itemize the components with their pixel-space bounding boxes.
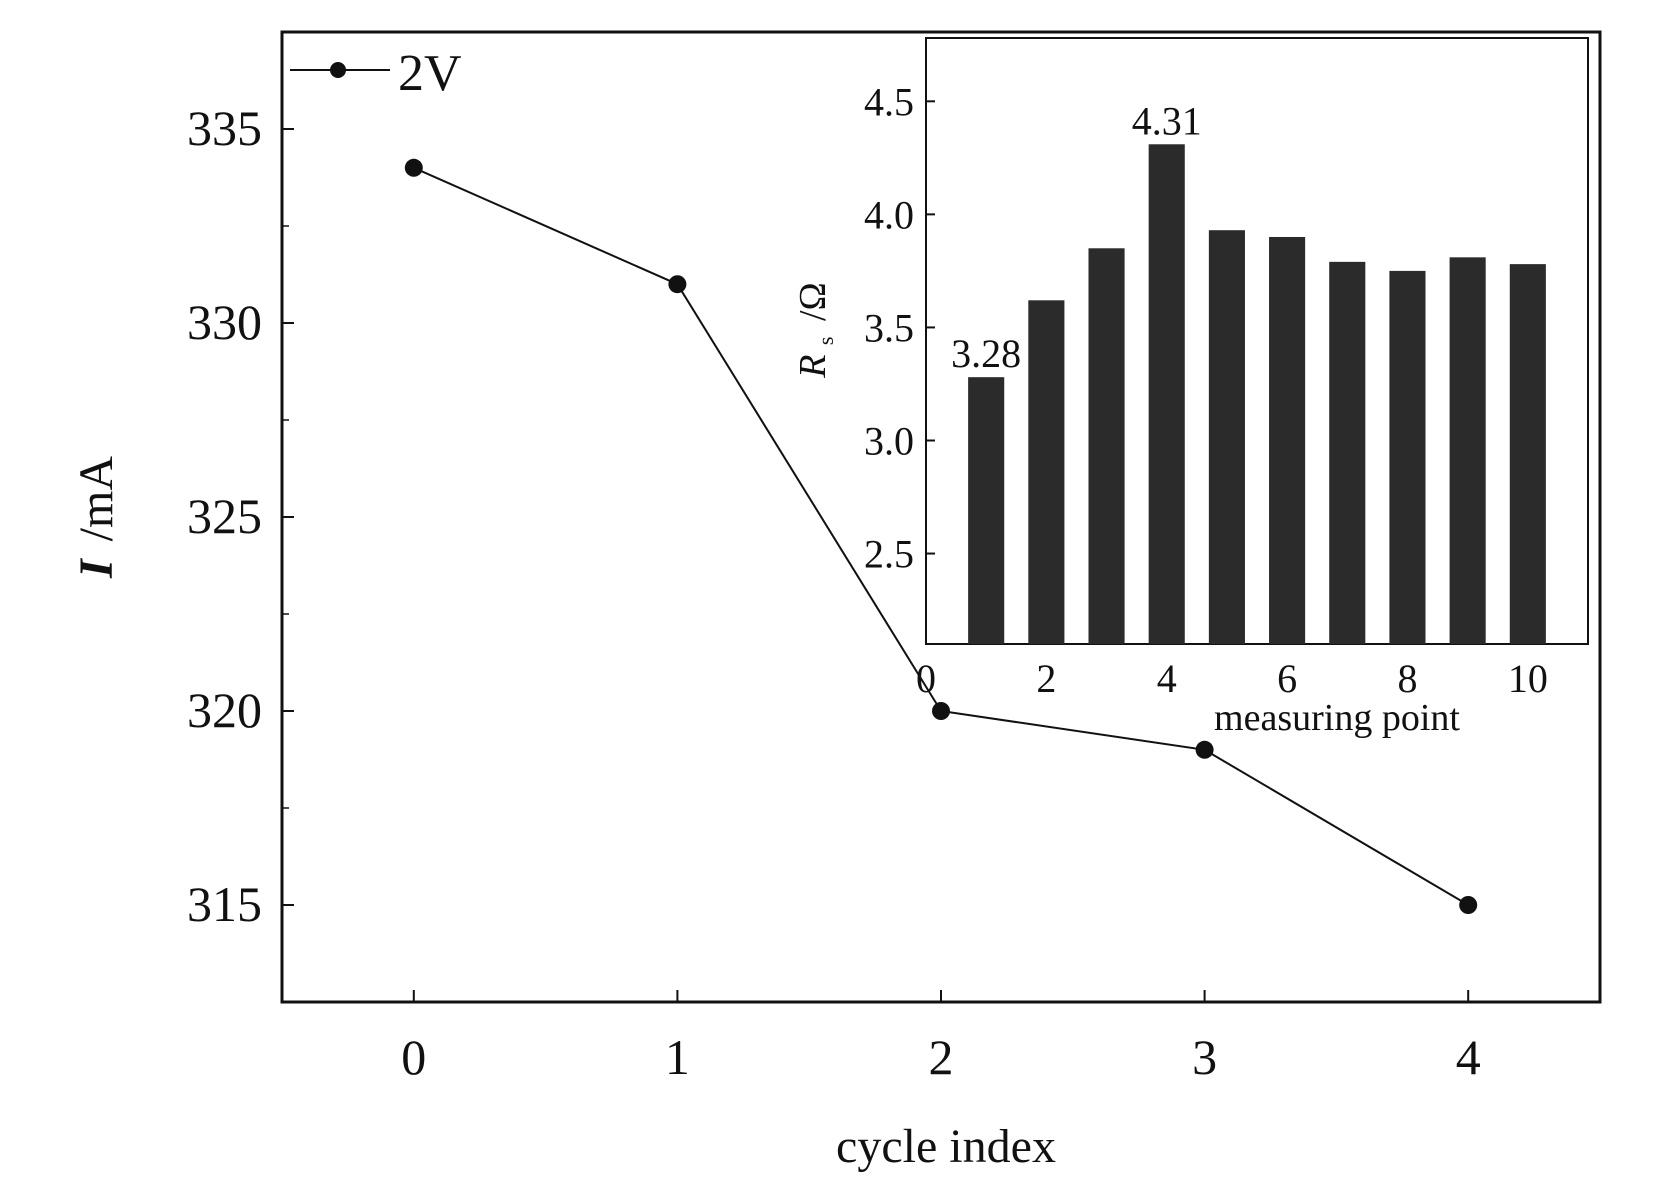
main-x-tick-label: 2 (929, 1029, 954, 1085)
inset-bar-chart: 2.5 3.0 3.5 4.0 4.5 0 2 4 6 8 10 3.28 4.31 measuri… (792, 37, 1589, 739)
inset-background (926, 38, 1588, 644)
inset-plot-frame (925, 37, 1589, 645)
inset-y-tick-label: 2.5 (864, 532, 914, 577)
inset-x-tick-label: 4 (1157, 656, 1177, 701)
bar (1088, 248, 1125, 644)
main-y-axis-title-symbol: I (70, 557, 123, 579)
main-x-tick-label: 3 (1192, 1029, 1217, 1085)
legend-label: 2V (398, 45, 462, 102)
main-x-axis: 0 1 2 3 4 (401, 990, 1481, 1085)
inset-y-tick-label: 3.0 (864, 418, 914, 463)
data-point (668, 275, 687, 294)
inset-x-axis: 0 2 4 6 8 10 (916, 635, 1548, 701)
main-y-axis-title-unit: /mA (70, 456, 123, 542)
inset-x-tick-label: 2 (1036, 656, 1056, 701)
main-y-tick-label: 320 (187, 682, 262, 738)
main-y-axis-title: I /mA (70, 456, 123, 579)
inset-x-tick-label: 10 (1508, 656, 1548, 701)
main-y-tick-label: 315 (187, 876, 262, 932)
bar-value-label: 4.31 (1132, 98, 1202, 143)
bar (1148, 144, 1185, 644)
bar-value-label: 3.28 (951, 331, 1021, 376)
inset-y-axis-title-subscript: s (813, 337, 838, 346)
inset-y-axis-title-unit: /Ω (792, 282, 834, 321)
inset-y-axis: 2.5 3.0 3.5 4.0 4.5 (864, 79, 935, 577)
main-y-tick-label: 325 (187, 488, 262, 544)
bar (1389, 270, 1426, 644)
legend-marker (330, 62, 346, 78)
bar (968, 377, 1005, 644)
main-y-tick-label: 335 (187, 100, 262, 156)
main-series-2v (404, 158, 1478, 914)
inset-x-tick-label: 0 (916, 656, 936, 701)
main-y-tick-label: 330 (187, 294, 262, 350)
inset-x-tick-label: 6 (1277, 656, 1297, 701)
inset-y-tick-label: 3.5 (864, 305, 914, 350)
bar (1509, 264, 1546, 644)
main-x-tick-label: 0 (401, 1029, 426, 1085)
bar (1269, 236, 1306, 644)
main-x-tick-label: 1 (665, 1029, 690, 1085)
inset-annotations: 3.28 4.31 (951, 98, 1202, 376)
data-point (1195, 740, 1214, 759)
inset-y-axis-title: R s /Ω (792, 282, 842, 379)
main-y-axis: 315 320 325 330 335 (187, 100, 294, 932)
data-point (932, 702, 950, 720)
inset-y-tick-label: 4.5 (864, 79, 914, 124)
main-x-axis-title: cycle index (836, 1120, 1056, 1173)
bar (1449, 257, 1486, 644)
inset-y-axis-title-symbol: R (792, 355, 834, 379)
data-point (1459, 896, 1478, 914)
bar (1208, 230, 1245, 645)
bar (1028, 300, 1065, 644)
inset-x-axis-title: measuring point (1214, 697, 1460, 739)
inset-x-tick-label: 8 (1397, 656, 1417, 701)
data-point (404, 158, 423, 177)
inset-bars (968, 144, 1546, 645)
inset-y-tick-label: 4.0 (864, 192, 914, 237)
main-x-tick-label: 4 (1456, 1029, 1481, 1085)
legend: 2V (290, 45, 462, 102)
bar (1329, 261, 1366, 644)
